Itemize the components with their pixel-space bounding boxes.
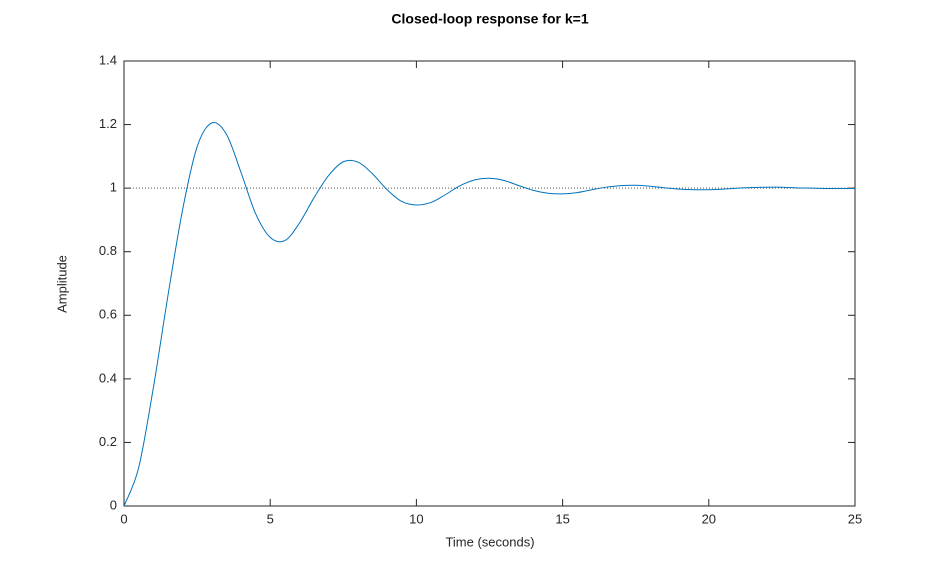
y-tick-label: 1 — [110, 180, 117, 195]
y-tick-label: 0 — [110, 497, 117, 512]
response-line — [123, 122, 855, 507]
x-tick-label: 25 — [848, 511, 862, 526]
x-tick-label: 20 — [702, 511, 716, 526]
y-tick-label: 1.4 — [99, 52, 117, 67]
x-tick-label: 10 — [409, 511, 423, 526]
y-tick-label: 0.8 — [99, 243, 117, 258]
y-tick-label: 0.6 — [99, 307, 117, 322]
y-tick-label: 0.4 — [99, 370, 117, 385]
plot-frame — [123, 60, 856, 507]
x-tick-label: 15 — [555, 511, 569, 526]
y-tick-label: 1.2 — [99, 116, 117, 131]
chart-title: Closed-loop response for k=1 — [391, 11, 588, 27]
x-axis-label: Time (seconds) — [445, 534, 534, 549]
x-tick-label: 0 — [120, 511, 127, 526]
y-tick-label: 0.2 — [99, 434, 117, 449]
y-axis-label: Amplitude — [54, 255, 69, 313]
x-tick-label: 5 — [267, 511, 274, 526]
